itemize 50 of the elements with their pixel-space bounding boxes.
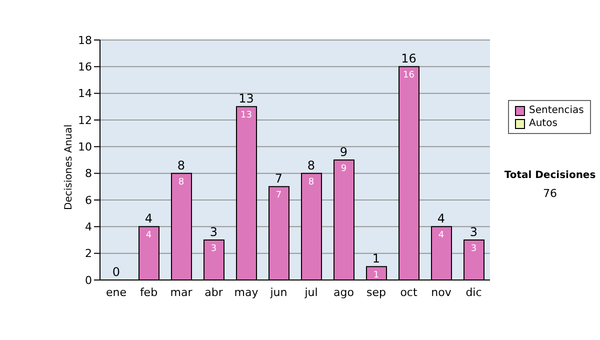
y-axis-title: Decisiones Anual	[64, 124, 75, 210]
y-tick-label: 6	[85, 194, 92, 207]
x-tick-label: may	[234, 286, 259, 299]
data-label: 16	[403, 70, 415, 81]
y-tick-label: 18	[78, 34, 92, 47]
y-tick-label: 4	[85, 220, 92, 234]
text: 76	[542, 187, 558, 200]
total-label: 13	[238, 92, 254, 106]
x-tick-label: jun	[269, 286, 288, 299]
data-label: 8	[308, 177, 314, 188]
total-label: 8	[307, 158, 316, 172]
data-label: 13	[240, 110, 252, 121]
total-label: 0	[112, 265, 120, 279]
y-tick-label: 2	[85, 247, 92, 260]
data-label: 9	[340, 164, 347, 174]
data-label: 3	[470, 244, 477, 254]
y-tick-label: 16	[78, 60, 92, 74]
x-tick-label: sep	[366, 286, 386, 299]
x-tick-label: ago	[334, 286, 354, 299]
data-label: 3	[210, 244, 217, 254]
total-label: 7	[274, 172, 283, 186]
total-label: 3	[210, 225, 218, 239]
total-label: 9	[340, 145, 348, 159]
legend-label: Autos	[529, 117, 558, 130]
y-tick-label: 8	[85, 167, 92, 180]
total-label: 1	[372, 252, 380, 266]
y-tick-label: 0	[85, 274, 92, 287]
total-label: 8	[177, 158, 186, 172]
x-tick-label: feb	[140, 286, 158, 299]
data-label: 4	[438, 230, 444, 241]
data-label: 7	[276, 190, 282, 201]
total-label: 4	[437, 212, 446, 226]
text: Total Decisiones	[503, 170, 597, 181]
y-tick-label: 12	[78, 114, 92, 127]
data-label: 1	[373, 270, 380, 281]
x-tick-label: ene	[106, 286, 127, 299]
data-label: 4	[146, 230, 152, 241]
y-tick-label: 10	[78, 140, 92, 154]
data-label: 8	[178, 177, 184, 188]
x-tick-label: dic	[466, 286, 482, 299]
y-tick-label: 14	[78, 87, 92, 100]
total-label: 16	[401, 52, 416, 66]
total-label: 3	[470, 225, 478, 239]
total-label: 4	[144, 212, 153, 226]
x-tick-label: jul	[304, 286, 318, 299]
x-tick-label: mar	[170, 286, 193, 299]
x-tick-label: nov	[431, 286, 452, 299]
x-tick-label: oct	[400, 286, 418, 299]
legend-label: Sentencias	[529, 104, 584, 117]
x-tick-label: abr	[204, 286, 224, 299]
